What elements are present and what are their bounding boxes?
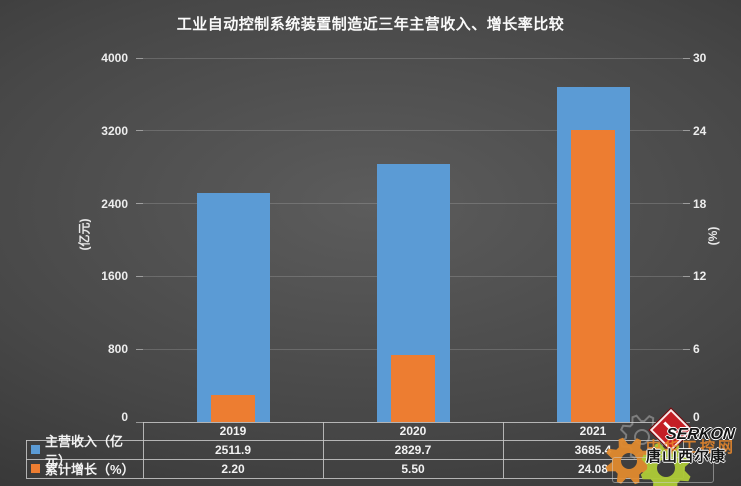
right-axis-tick (683, 130, 690, 132)
left-axis-title: (亿元) (77, 218, 92, 251)
table-cell-year: 2020 (399, 424, 427, 438)
table-border (503, 422, 504, 478)
left-axis-tick (136, 130, 143, 132)
left-axis-tick-label: 3200 (101, 123, 128, 138)
table-row-label: 累计增长（%） (31, 459, 138, 478)
growth-bar-2019 (211, 395, 255, 422)
right-axis-title: (%) (706, 226, 720, 246)
table-cell-year: 2021 (579, 424, 607, 438)
legend-swatch (31, 445, 40, 454)
left-axis-tick (136, 57, 143, 59)
right-axis-tick-label: 24 (693, 123, 707, 138)
row-label-text: 累计增长（%） (45, 462, 135, 477)
right-axis-tick (683, 275, 690, 277)
gridline (143, 130, 683, 132)
right-axis-tick-label: 6 (693, 342, 700, 357)
table-border (26, 459, 683, 460)
left-axis-tick-label: 1600 (101, 269, 128, 284)
left-axis-tick (136, 421, 143, 423)
table-border (323, 422, 324, 478)
table-border (683, 422, 684, 478)
left-axis-tick (136, 203, 143, 205)
legend-swatch (31, 464, 40, 473)
table-cell-value: 5.50 (401, 461, 425, 476)
row-label-text: 主营收入（亿元） (45, 433, 124, 468)
left-axis-tick-label: 2400 (101, 196, 128, 211)
left-axis-tick-label: 0 (121, 410, 128, 424)
table-cell-year: 2019 (219, 424, 247, 438)
right-axis-tick (683, 203, 690, 205)
table-cell-value: 24.08 (577, 461, 609, 476)
chart-title: 工业自动控制系统装置制造近三年主营收入、增长率比较 (176, 16, 565, 33)
table-border (143, 422, 683, 423)
table-border (26, 440, 27, 478)
left-axis-tick-label: 4000 (101, 51, 128, 65)
table-border (26, 478, 683, 479)
right-axis-tick-label: 18 (693, 196, 707, 211)
right-axis-tick-label: 0 (693, 410, 700, 424)
gridline (143, 57, 683, 59)
growth-bar-2021 (571, 129, 615, 422)
left-axis-tick (136, 348, 143, 350)
growth-bar-2020 (391, 355, 435, 422)
right-axis-tick-label: 12 (693, 269, 707, 284)
right-axis-tick (683, 421, 690, 423)
right-axis-tick-label: 30 (693, 51, 707, 65)
table-cell-value: 2.20 (221, 461, 245, 476)
table-cell-value: 2511.9 (214, 442, 252, 457)
left-axis-tick-label: 800 (107, 342, 128, 357)
table-row-label: 主营收入（亿元） (31, 434, 138, 468)
right-axis-tick (683, 348, 690, 350)
right-axis-tick (683, 57, 690, 59)
table-border (26, 440, 683, 441)
table-cell-value: 2829.7 (394, 442, 432, 457)
table-border (143, 422, 144, 478)
left-axis-tick (136, 275, 143, 277)
table-cell-value: 3685.4 (574, 442, 612, 457)
revenue-bar-2019 (196, 193, 270, 422)
